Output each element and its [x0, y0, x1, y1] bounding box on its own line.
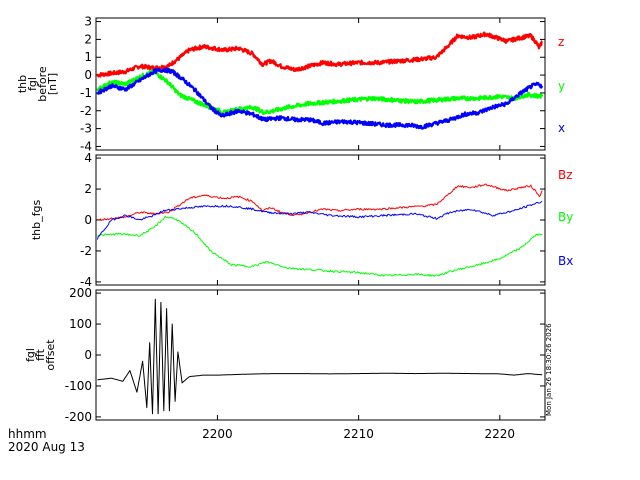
y-axis-label: [nT]	[46, 73, 59, 95]
y-tick-label: -1	[80, 86, 92, 100]
y-tick-label: -4	[80, 275, 92, 289]
y-tick-label: -3	[80, 122, 92, 136]
y-tick-label: 0	[84, 348, 92, 362]
series-line-Bz	[97, 183, 543, 221]
y-axis-label: fgl	[26, 77, 39, 91]
y-tick-label: 2	[84, 32, 92, 46]
y-axis-label: offset	[44, 339, 57, 371]
series-line-x	[96, 67, 544, 130]
series-line-By	[97, 215, 543, 277]
legend-label-x: x	[558, 121, 565, 135]
y-tick-label: 0	[84, 68, 92, 82]
legend-label-Bz: Bz	[558, 168, 573, 182]
y-tick-label: 0	[84, 213, 92, 227]
panel-fgs: 4 2 0 -2 -4 thb_fgs Bz By Bx	[30, 151, 573, 289]
time-axis: 2200 2210 2220	[202, 427, 515, 441]
y-tick-label: 200	[69, 286, 92, 300]
y-axis-label: before	[36, 66, 49, 102]
legend-label-By: By	[558, 210, 573, 224]
y-tick-label: 1	[84, 50, 92, 64]
series-line-y	[96, 68, 544, 116]
footer-date: 2020 Aug 13	[8, 440, 85, 454]
footer-unit: hhmm	[8, 427, 47, 441]
y-tick-label: -200	[65, 410, 92, 424]
series-line-Bx	[96, 200, 543, 240]
generation-timestamp: Mon Jan 26 18:30:26 2026	[545, 323, 553, 416]
y-tick-label: 2	[84, 182, 92, 196]
y-axis-label: fft	[34, 348, 47, 361]
y-tick-label: -2	[80, 104, 92, 118]
legend-label-z: z	[558, 35, 564, 49]
x-tick-label: 2220	[485, 427, 516, 441]
plot-frame	[95, 17, 546, 151]
legend-label-Bx: Bx	[558, 254, 573, 268]
x-tick-label: 2200	[202, 427, 233, 441]
y-tick-label: -4	[80, 139, 92, 153]
y-tick-label: 3	[84, 15, 92, 29]
legend-label-y: y	[558, 79, 565, 93]
y-axis-label: fgl	[24, 348, 37, 362]
series-line-z	[96, 31, 543, 78]
y-tick-label: 4	[84, 151, 92, 165]
y-axis-label: thb_fgs	[30, 200, 43, 241]
series-line-offset	[97, 298, 543, 415]
y-tick-label: -2	[80, 244, 92, 258]
y-axis-label: thb	[16, 75, 29, 93]
y-tick-label: 100	[69, 317, 92, 331]
x-tick-label: 2210	[343, 427, 374, 441]
y-tick-label: -100	[65, 379, 92, 393]
